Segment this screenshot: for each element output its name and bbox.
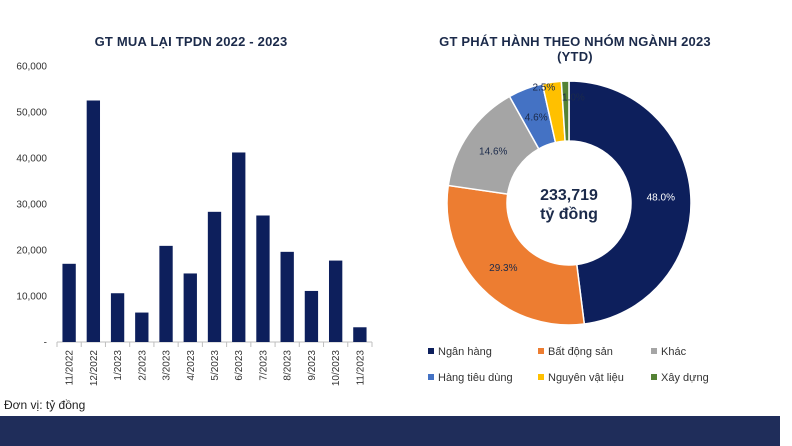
- donut-slice: [560, 80, 570, 142]
- donut-slice-label: 14.6%: [479, 146, 507, 157]
- bar-y-tick-label: -: [44, 338, 47, 349]
- bar-x-tick-label: 11/2022: [65, 350, 76, 386]
- legend-label: Nguyên vật liệu: [548, 372, 624, 384]
- legend-label: Bất động sản: [548, 346, 613, 358]
- bar-x-tick-label: 1/2023: [113, 350, 124, 381]
- pie-chart-subtitle: (YTD): [557, 49, 593, 64]
- bar: [183, 273, 197, 342]
- bar: [159, 245, 173, 342]
- bar-x-tick-label: 9/2023: [307, 350, 318, 381]
- bar: [280, 251, 294, 342]
- legend-label: Xây dựng: [661, 372, 709, 384]
- bar-x-tick-label: 8/2023: [283, 350, 294, 381]
- bar-y-tick-label: 50,000: [16, 108, 47, 119]
- bar-y-tick-label: 20,000: [16, 246, 47, 257]
- bar-chart-title: GT MUA LẠI TPDN 2022 - 2023: [95, 34, 288, 49]
- donut-center-value: 233,719: [540, 187, 598, 204]
- bar-chart-axis: [56, 341, 373, 347]
- donut-legend: Ngân hàng Bất động sản Khác Hàng tiêu dùng N…: [428, 346, 709, 384]
- legend-swatch: [428, 374, 434, 380]
- legend-label: Ngân hàng: [438, 346, 492, 358]
- bar-y-tick-label: 10,000: [16, 292, 47, 303]
- bar-x-tick-label: 5/2023: [210, 350, 221, 381]
- bar: [62, 263, 76, 342]
- donut-slice-label: 29.3%: [489, 263, 517, 274]
- bar-y-tick-label: 40,000: [16, 154, 47, 165]
- legend-swatch: [538, 374, 544, 380]
- bar-x-tick-label: 4/2023: [186, 350, 197, 381]
- bar: [328, 260, 343, 342]
- bar-x-tick-label: 6/2023: [234, 350, 245, 381]
- donut-slice: [446, 184, 586, 326]
- bar-x-tick-label: 2/2023: [137, 350, 148, 381]
- bar-chart-yticks: - 10,000 20,000 30,000 40,000 50,000 60,000: [16, 62, 47, 349]
- donut-center-unit: tỷ đồng: [540, 206, 598, 223]
- donut-slice: [568, 80, 692, 325]
- donut-slice-label: 48.0%: [647, 193, 675, 204]
- bar: [353, 327, 367, 342]
- bar-x-tick-label: 7/2023: [258, 350, 269, 381]
- legend-swatch: [538, 348, 544, 354]
- bar: [232, 152, 246, 342]
- unit-note: Đơn vị: tỷ đồng: [4, 398, 86, 412]
- bar: [304, 290, 319, 342]
- footer-bar: [0, 416, 780, 446]
- donut-slice-label: 2.5%: [533, 83, 556, 94]
- donut-slice-label: 4.6%: [525, 113, 548, 124]
- legend-swatch: [651, 374, 657, 380]
- legend-swatch: [428, 348, 434, 354]
- bar: [110, 293, 125, 342]
- legend-label: Khác: [661, 346, 687, 358]
- bar-x-tick-label: 3/2023: [162, 350, 173, 381]
- bar: [86, 100, 101, 342]
- pie-chart-title: GT PHÁT HÀNH THEO NHÓM NGÀNH 2023: [439, 34, 711, 49]
- bar-x-tick-label: 11/2023: [355, 350, 366, 386]
- bar: [135, 312, 149, 342]
- bar-y-tick-label: 60,000: [16, 62, 47, 73]
- bar-chart-xlabels: 11/2022 12/2022 1/2023 2/2023 3/2023 4/2023 5/…: [65, 350, 367, 387]
- donut-chart-labels: 48.0% 29.3% 14.6% 4.6% 2.5% 1.0%: [479, 83, 675, 274]
- legend-label: Hàng tiêu dùng: [438, 372, 513, 384]
- donut-chart: [446, 80, 692, 326]
- bar-y-tick-label: 30,000: [16, 200, 47, 211]
- bar-chart-bars: [62, 100, 367, 342]
- bar-x-tick-label: 10/2023: [331, 350, 342, 387]
- bar-x-tick-label: 12/2022: [89, 350, 100, 387]
- bar: [207, 211, 222, 342]
- bar: [256, 215, 270, 342]
- legend-swatch: [651, 348, 657, 354]
- donut-slice-label: 1.0%: [562, 93, 585, 104]
